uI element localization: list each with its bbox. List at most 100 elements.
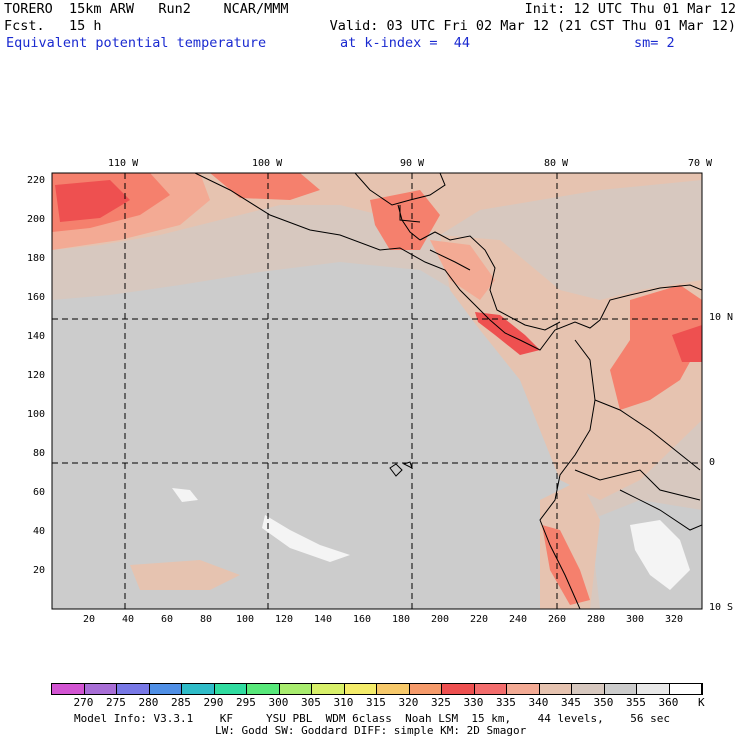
colorbar-label: 280 — [138, 696, 159, 709]
x-tick: 300 — [626, 614, 645, 625]
white-patch-3 — [630, 520, 690, 590]
colorbar-swatch — [182, 684, 215, 694]
colorbar-label: 330 — [463, 696, 484, 709]
colorbar-swatch — [312, 684, 345, 694]
coastline-central-america — [194, 173, 631, 351]
field-name: Equivalent potential temperature — [6, 35, 267, 51]
forecast-hour: Fcst. 15 h — [4, 18, 102, 34]
latlon-grid — [52, 173, 702, 609]
coastline-gulf — [354, 173, 446, 206]
y-tick: 160 — [27, 292, 46, 303]
colorbar-swatch — [474, 684, 507, 694]
colorbar-label: 275 — [106, 696, 126, 709]
lat-label: 0 — [709, 457, 716, 468]
lon-label: 110 W — [108, 158, 139, 169]
x-tick: 320 — [665, 614, 684, 625]
colorbar-label: 270 — [73, 696, 94, 709]
colorbar-label: 355 — [626, 696, 646, 709]
colorbar-label: 345 — [561, 696, 581, 709]
x-tick: 100 — [236, 614, 255, 625]
colorbar-swatch — [507, 684, 540, 694]
colorbar-label: 335 — [496, 696, 516, 709]
colorbar-swatch — [344, 684, 377, 694]
colorbar-label: 315 — [366, 696, 386, 709]
colorbar-swatch — [149, 684, 182, 694]
colorbar-label: 325 — [431, 696, 451, 709]
colorbar-swatch — [247, 684, 280, 694]
warm-region-nw-hot — [55, 180, 130, 222]
colorbar-label: 360 — [658, 696, 679, 709]
colorbar-label: 310 — [333, 696, 354, 709]
tan-band-south — [130, 560, 240, 590]
colorbar-label: 305 — [301, 696, 321, 709]
x-tick: 80 — [200, 614, 213, 625]
colorbar-swatch — [117, 684, 150, 694]
colorbar — [51, 683, 703, 695]
border-ecuador-peru — [574, 469, 701, 501]
lon-label: 70 W — [688, 158, 713, 169]
x-tick: 120 — [275, 614, 294, 625]
y-tick: 40 — [33, 526, 46, 537]
colorbar-swatch — [442, 684, 475, 694]
map-fill-layer — [52, 173, 702, 609]
colorbar-label: 300 — [268, 696, 289, 709]
colorbar-swatch — [637, 684, 670, 694]
warm-region-colombia-hot — [672, 325, 702, 362]
x-tick: 200 — [431, 614, 450, 625]
map-frame — [51, 172, 703, 610]
colorbar-label: 285 — [171, 696, 191, 709]
y-tick: 140 — [27, 331, 46, 342]
white-patch-2 — [172, 488, 198, 502]
y-tick: 180 — [27, 253, 46, 264]
y-tick: 80 — [33, 448, 46, 459]
border-guatemala — [399, 205, 421, 223]
y-tick: 100 — [27, 409, 46, 420]
white-patch-1 — [262, 515, 350, 562]
y-tick: 60 — [33, 487, 46, 498]
border-peru-brazil — [619, 489, 702, 531]
warm-region-costarica — [475, 312, 540, 355]
model-info: Model Info: V3.3.1 KF YSU PBL WDM 6class… — [74, 712, 671, 725]
x-tick: 20 — [83, 614, 96, 625]
colorbar-swatch — [409, 684, 442, 694]
colorbar-swatch — [377, 684, 410, 694]
x-tick: 180 — [392, 614, 411, 625]
warm-region-nicaragua — [430, 240, 495, 300]
x-tick: 160 — [353, 614, 372, 625]
border-colombia-ecuador — [594, 399, 701, 471]
colorbar-swatch — [279, 684, 312, 694]
coastline-colombia-north — [629, 284, 702, 296]
y-tick: 200 — [27, 214, 46, 225]
lon-label: 90 W — [400, 158, 425, 169]
colorbar-swatch — [539, 684, 572, 694]
init-time: Init: 12 UTC Thu 01 Mar 12 — [524, 1, 736, 17]
coastline-caribbean — [419, 231, 561, 331]
warm-region-peru — [542, 525, 590, 605]
lat-label: 10 S — [709, 602, 734, 613]
lon-label: 80 W — [544, 158, 569, 169]
y-tick: 220 — [27, 175, 46, 186]
colorbar-label: 295 — [236, 696, 256, 709]
model-title: TORERO 15km ARW Run2 NCAR/MMM — [4, 1, 289, 17]
lat-label: 10 N — [709, 312, 734, 323]
x-tick: 280 — [587, 614, 606, 625]
gray-region — [52, 262, 600, 609]
colorbar-label: 340 — [528, 696, 549, 709]
colorbar-swatch — [604, 684, 637, 694]
x-tick: 140 — [314, 614, 333, 625]
valid-time: Valid: 03 UTC Fri 02 Mar 12 (21 CST Thu … — [329, 18, 736, 34]
colorbar-swatch — [214, 684, 247, 694]
warm-region-colombia — [610, 285, 702, 410]
lon-label: 100 W — [252, 158, 283, 169]
colorbar-swatch — [52, 684, 85, 694]
y-tick: 120 — [27, 370, 46, 381]
warm-region-mexico — [210, 173, 320, 200]
colorbar-swatch — [669, 684, 702, 694]
colorbar-swatch — [572, 684, 605, 694]
x-tick: 40 — [122, 614, 135, 625]
y-tick: 20 — [33, 565, 46, 576]
border-honduras — [429, 249, 471, 271]
colorbar-unit: K — [698, 696, 705, 709]
colorbar-swatch — [84, 684, 117, 694]
